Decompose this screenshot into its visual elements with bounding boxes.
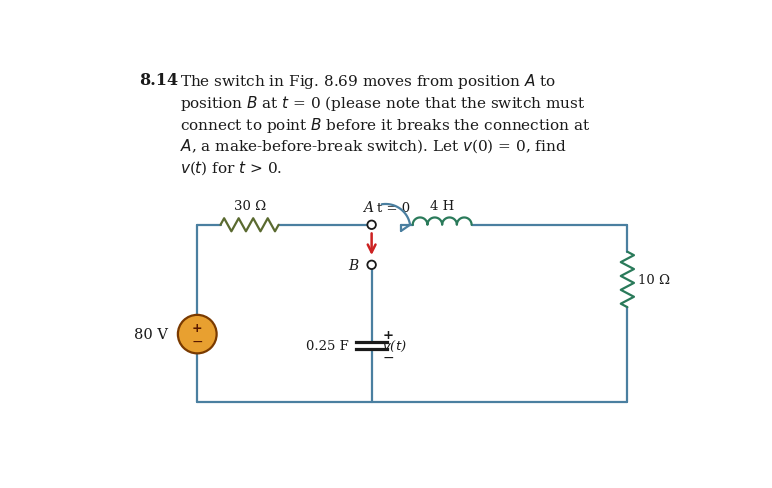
Text: A: A xyxy=(364,201,374,215)
Text: 8.14: 8.14 xyxy=(139,72,178,89)
Text: The switch in Fig. 8.69 moves from position $A$ to: The switch in Fig. 8.69 moves from posit… xyxy=(180,72,556,91)
Text: 10 Ω: 10 Ω xyxy=(638,273,670,286)
Text: +: + xyxy=(192,321,202,334)
Text: t = 0: t = 0 xyxy=(377,202,410,215)
Text: +: + xyxy=(382,328,394,342)
Text: $v$($t$): $v$($t$) xyxy=(382,338,408,353)
Text: −: − xyxy=(191,334,203,348)
Text: $A$, a make-before-break switch). Let $v$(0) = 0, find: $A$, a make-before-break switch). Let $v… xyxy=(180,137,567,155)
Text: −: − xyxy=(382,350,394,364)
Text: $v$($t$) for $t$ > 0.: $v$($t$) for $t$ > 0. xyxy=(180,159,283,177)
Circle shape xyxy=(367,261,376,269)
Text: 30 Ω: 30 Ω xyxy=(233,199,266,212)
Text: B: B xyxy=(348,258,358,272)
Text: position $B$ at $t$ = 0 (please note that the switch must: position $B$ at $t$ = 0 (please note tha… xyxy=(180,94,585,113)
Text: 0.25 F: 0.25 F xyxy=(306,340,348,352)
Circle shape xyxy=(178,315,217,354)
Text: 80 V: 80 V xyxy=(134,327,168,342)
Circle shape xyxy=(367,221,376,229)
Text: connect to point $B$ before it breaks the connection at: connect to point $B$ before it breaks th… xyxy=(180,116,591,134)
Text: 4 H: 4 H xyxy=(430,199,454,212)
